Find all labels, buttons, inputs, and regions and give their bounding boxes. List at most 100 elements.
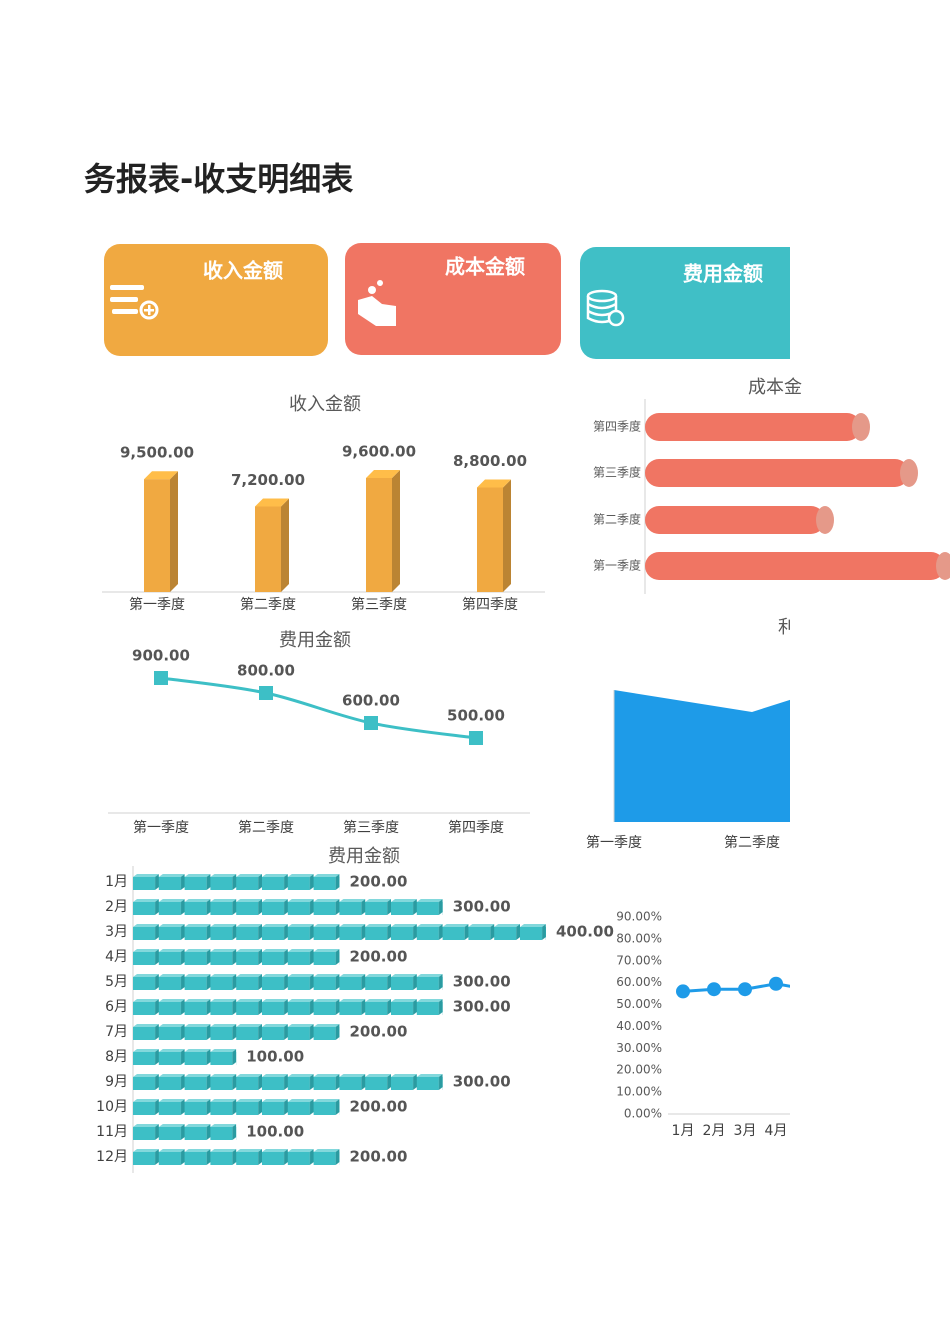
y-tick-label: 20.00% — [616, 1063, 662, 1077]
y-tick-label: 11月 — [96, 1124, 128, 1140]
bar — [366, 478, 392, 592]
value-label: 300.00 — [453, 998, 511, 1016]
y-tick-label: 60.00% — [616, 975, 662, 989]
card: 收入金额 — [104, 244, 328, 356]
value-label: 200.00 — [350, 1098, 408, 1116]
value-label: 200.00 — [350, 948, 408, 966]
card-bg — [345, 243, 561, 355]
x-tick-label: 第二季度 — [724, 834, 780, 851]
bar — [645, 506, 825, 534]
point — [800, 982, 814, 996]
bar-top — [144, 471, 178, 480]
value-label: 300.00 — [453, 898, 511, 916]
bar — [133, 1124, 237, 1140]
value-label: 300.00 — [453, 1073, 511, 1091]
bar — [133, 1099, 340, 1115]
x-tick-label: 第二季度 — [240, 596, 296, 613]
bar-side — [503, 479, 511, 592]
y-tick-label: 30.00% — [616, 1041, 662, 1055]
x-tick-label: 1月 — [672, 1123, 695, 1139]
card-bg — [104, 244, 328, 356]
x-tick-label: 第二季度 — [238, 819, 294, 836]
x-tick-label: 第一季度 — [586, 834, 642, 851]
bar-cap — [900, 459, 918, 487]
bar — [133, 899, 443, 915]
y-tick-label: 0.00% — [624, 1107, 662, 1121]
value-label: 7,200.00 — [231, 471, 305, 489]
bar-top — [255, 498, 289, 507]
bar — [133, 949, 340, 965]
y-tick-label: 第三季度 — [593, 465, 641, 480]
x-tick-label: 第一季度 — [133, 819, 189, 836]
y-tick-label: 第四季度 — [593, 419, 641, 434]
card-title: 费用金额 — [683, 262, 763, 286]
bar-top — [366, 470, 400, 478]
bar — [133, 974, 443, 990]
value-label: 200.00 — [350, 1023, 408, 1041]
x-tick-label: 第四季度 — [448, 819, 504, 836]
y-tick-label: 6月 — [105, 999, 128, 1015]
chart-title: 利 — [778, 617, 796, 638]
bar — [133, 1074, 443, 1090]
bar — [133, 1149, 340, 1165]
bar-side — [281, 498, 289, 592]
bar-side — [170, 471, 178, 592]
y-tick-label: 90.00% — [616, 910, 662, 924]
y-tick-label: 第一季度 — [593, 558, 641, 573]
point — [738, 982, 752, 997]
value-label: 200.00 — [350, 1148, 408, 1166]
bar — [645, 459, 909, 487]
bar — [645, 413, 861, 441]
y-tick-label: 7月 — [105, 1024, 128, 1040]
bar-cap — [936, 552, 950, 580]
chart-title: 费用金额 — [328, 846, 400, 867]
x-tick-label: 第四季度 — [462, 596, 518, 613]
card: 费用金额 — [580, 247, 790, 359]
bar-cap — [816, 506, 834, 534]
x-tick-label: 2月 — [703, 1123, 726, 1139]
point — [259, 686, 273, 700]
bar — [133, 999, 443, 1015]
point — [676, 984, 690, 999]
value-label: 600.00 — [342, 692, 400, 710]
bar — [133, 924, 546, 940]
value-label: 9,500.00 — [120, 444, 194, 462]
card-title: 成本金额 — [445, 255, 525, 279]
area — [614, 690, 790, 822]
value-label: 9,600.00 — [342, 443, 416, 461]
bar — [144, 479, 170, 592]
card-title: 收入金额 — [203, 259, 283, 283]
bar — [133, 874, 340, 890]
y-tick-label: 5月 — [105, 974, 128, 990]
y-tick-label: 40.00% — [616, 1019, 662, 1033]
bar — [255, 506, 281, 592]
value-label: 8,800.00 — [453, 452, 527, 470]
bar — [133, 1024, 340, 1040]
chart-title: 费用金额 — [279, 630, 351, 651]
value-label: 500.00 — [447, 707, 505, 725]
y-tick-label: 70.00% — [616, 953, 662, 967]
point — [364, 716, 378, 730]
point — [769, 976, 783, 991]
value-label: 800.00 — [237, 662, 295, 680]
value-label: 100.00 — [246, 1048, 304, 1066]
value-label: 300.00 — [453, 973, 511, 991]
x-tick-label: 3月 — [734, 1123, 757, 1139]
value-label: 900.00 — [132, 647, 190, 665]
y-tick-label: 第二季度 — [593, 512, 641, 527]
y-tick-label: 50.00% — [616, 997, 662, 1011]
point — [469, 731, 483, 745]
x-tick-label: 第三季度 — [351, 596, 407, 613]
line — [160, 676, 477, 740]
bar — [477, 487, 503, 592]
value-label: 200.00 — [350, 873, 408, 891]
bar-cap — [852, 413, 870, 441]
bar-side — [392, 470, 400, 592]
value-label: 100.00 — [246, 1123, 304, 1141]
card-icon — [358, 280, 396, 326]
y-tick-label: 10月 — [96, 1099, 128, 1115]
bar — [133, 1049, 237, 1065]
y-tick-label: 2月 — [105, 899, 128, 915]
card: 成本金额 — [345, 243, 561, 355]
